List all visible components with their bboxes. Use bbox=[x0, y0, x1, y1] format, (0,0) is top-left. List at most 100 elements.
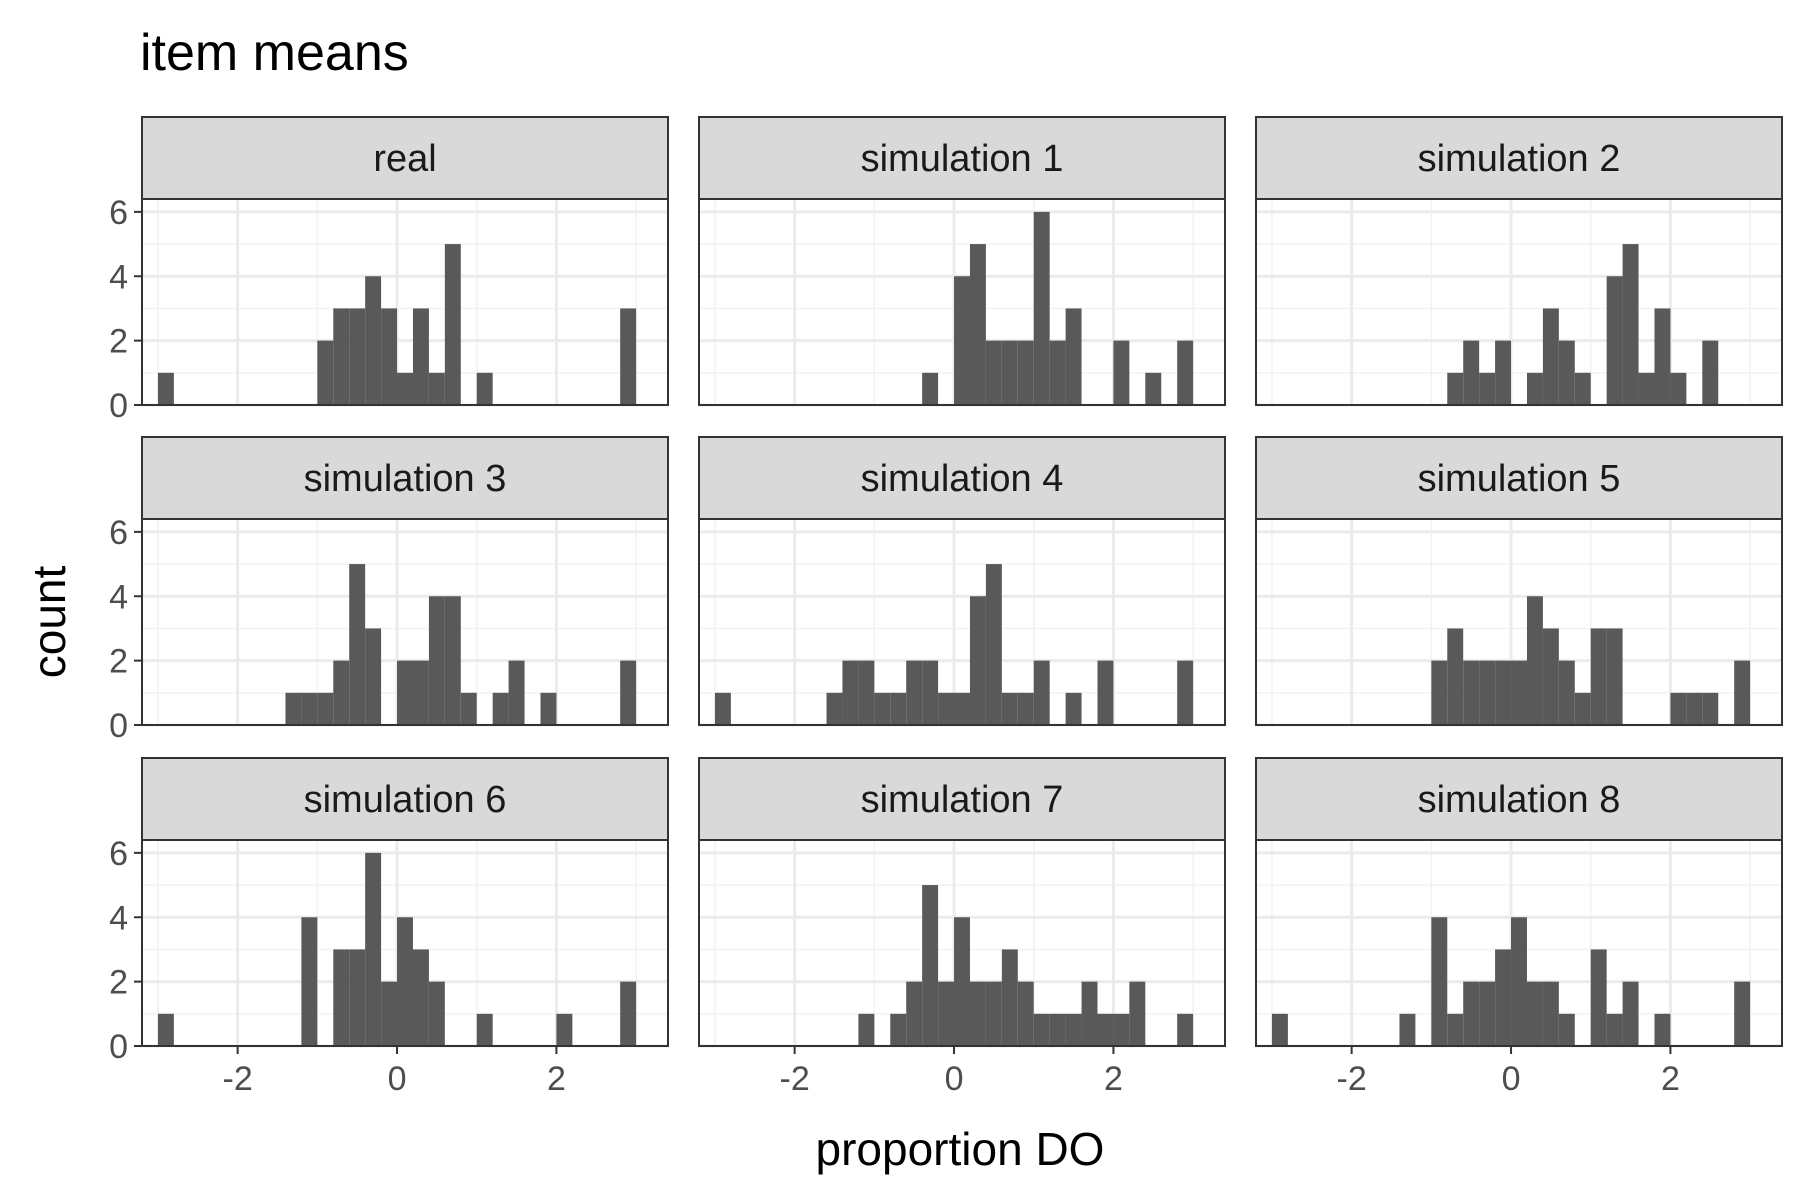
plot-area bbox=[699, 519, 1225, 725]
x-tick-label: 2 bbox=[1104, 1060, 1123, 1098]
histogram-bar bbox=[1017, 340, 1034, 405]
histogram-bar bbox=[714, 692, 731, 725]
histogram-bar bbox=[428, 981, 445, 1046]
x-tick-label: -2 bbox=[1337, 1060, 1367, 1098]
x-tick-label: -2 bbox=[780, 1060, 810, 1098]
histogram-bar bbox=[157, 372, 174, 405]
histogram-bar bbox=[333, 660, 350, 725]
y-tick-label: 4 bbox=[109, 578, 128, 616]
y-tick-label: 2 bbox=[109, 964, 128, 1002]
histogram-bar bbox=[1001, 949, 1018, 1046]
histogram-bar bbox=[1638, 372, 1655, 405]
histogram-bar bbox=[412, 660, 429, 725]
facet-label: simulation 5 bbox=[1418, 458, 1621, 500]
y-tick-label: 6 bbox=[109, 514, 128, 552]
histogram-bar bbox=[969, 596, 986, 725]
histogram-bar bbox=[1542, 628, 1559, 725]
histogram-bar bbox=[381, 981, 398, 1046]
x-tick-label: 0 bbox=[388, 1060, 407, 1098]
histogram-bar bbox=[1049, 1013, 1066, 1046]
x-tick-label: 2 bbox=[1661, 1060, 1680, 1098]
histogram-bar bbox=[1081, 981, 1098, 1046]
histogram-bar bbox=[317, 340, 334, 405]
histogram-bar bbox=[333, 949, 350, 1046]
facet-strip bbox=[1255, 116, 1783, 200]
histogram-bar bbox=[1177, 340, 1194, 405]
histogram-bar bbox=[349, 949, 366, 1046]
panel-border bbox=[141, 839, 669, 1047]
x-axis-ticks: -2 0 2 -2 0 2 -2 0 2 bbox=[223, 1046, 1680, 1098]
histogram-bar bbox=[842, 660, 859, 725]
histogram-bar bbox=[906, 981, 923, 1046]
histogram-bar bbox=[301, 917, 318, 1046]
histogram-bar bbox=[1399, 1013, 1416, 1046]
histogram-bar bbox=[1049, 340, 1066, 405]
histogram-bar bbox=[906, 660, 923, 725]
histogram-bar bbox=[1622, 244, 1639, 405]
histogram-bar bbox=[890, 692, 907, 725]
histogram-bar bbox=[1606, 628, 1623, 725]
y-tick-label: 6 bbox=[109, 835, 128, 873]
histogram-bar bbox=[1113, 340, 1130, 405]
histogram-bar bbox=[412, 308, 429, 405]
histogram-bar bbox=[397, 660, 413, 725]
y-axis-ticks: 0 2 4 6 0 2 4 6 0 2 4 6 bbox=[109, 194, 142, 1066]
y-axis-title: count bbox=[23, 566, 75, 679]
histogram-bar bbox=[492, 692, 509, 725]
facet-panels: real simulation 1 simulation 2 simulation 3… bbox=[141, 116, 1783, 1048]
histogram-bar bbox=[858, 1013, 875, 1046]
y-tick-label: 2 bbox=[109, 643, 128, 681]
histogram-bar bbox=[1495, 949, 1512, 1046]
histogram-bar bbox=[1113, 1013, 1130, 1046]
x-tick-label: 0 bbox=[945, 1060, 964, 1098]
facet-label: simulation 6 bbox=[304, 779, 507, 821]
plot-area bbox=[142, 199, 668, 405]
histogram-bar bbox=[1033, 660, 1050, 725]
histogram-bar bbox=[349, 564, 366, 725]
histogram-bar bbox=[1447, 1013, 1464, 1046]
histogram-bar bbox=[1097, 660, 1114, 725]
histogram-bar bbox=[1654, 308, 1671, 405]
plot-area bbox=[1256, 199, 1782, 405]
histogram-bar bbox=[556, 1013, 573, 1046]
histogram-bar bbox=[954, 276, 970, 405]
histogram-bar bbox=[1558, 1013, 1575, 1046]
histogram-bar bbox=[1033, 1013, 1050, 1046]
facet-panel: simulation 7 bbox=[698, 757, 1226, 1048]
histogram-bar bbox=[1001, 692, 1018, 725]
histogram-bar bbox=[1479, 981, 1496, 1046]
histogram-bar bbox=[412, 949, 429, 1046]
histogram-bar bbox=[1542, 981, 1559, 1046]
histogram-bar bbox=[922, 372, 939, 405]
histogram-bar bbox=[985, 564, 1002, 725]
histogram-bar bbox=[397, 917, 413, 1046]
histogram-bar bbox=[1670, 692, 1687, 725]
histogram-bar bbox=[1431, 917, 1448, 1046]
histogram-bar bbox=[1734, 981, 1751, 1046]
histogram-bar bbox=[349, 308, 366, 405]
histogram-bar bbox=[1558, 340, 1575, 405]
histogram-bar bbox=[1590, 628, 1607, 725]
panel-border bbox=[698, 518, 1226, 726]
histogram-bar bbox=[1526, 372, 1543, 405]
histogram-bar bbox=[1542, 308, 1559, 405]
histogram-bar bbox=[1129, 981, 1146, 1046]
histogram-bar bbox=[985, 981, 1002, 1046]
histogram-bar bbox=[954, 692, 970, 725]
x-axis-title: proportion DO bbox=[816, 1123, 1105, 1175]
facet-label: real bbox=[373, 138, 436, 180]
histogram-bar bbox=[1526, 981, 1543, 1046]
histogram-bar bbox=[1479, 372, 1496, 405]
histogram-bar bbox=[301, 692, 318, 725]
histogram-bar bbox=[1479, 660, 1496, 725]
panel-border bbox=[1255, 839, 1783, 1047]
y-tick-label: 4 bbox=[109, 899, 128, 937]
histogram-bar bbox=[985, 340, 1002, 405]
histogram-bar bbox=[1511, 660, 1527, 725]
histogram-bar bbox=[1177, 660, 1194, 725]
panel-border bbox=[698, 198, 1226, 406]
y-tick-label: 6 bbox=[109, 194, 128, 232]
histogram-bar bbox=[620, 981, 637, 1046]
histogram-bar bbox=[1463, 981, 1480, 1046]
histogram-bar bbox=[890, 1013, 907, 1046]
